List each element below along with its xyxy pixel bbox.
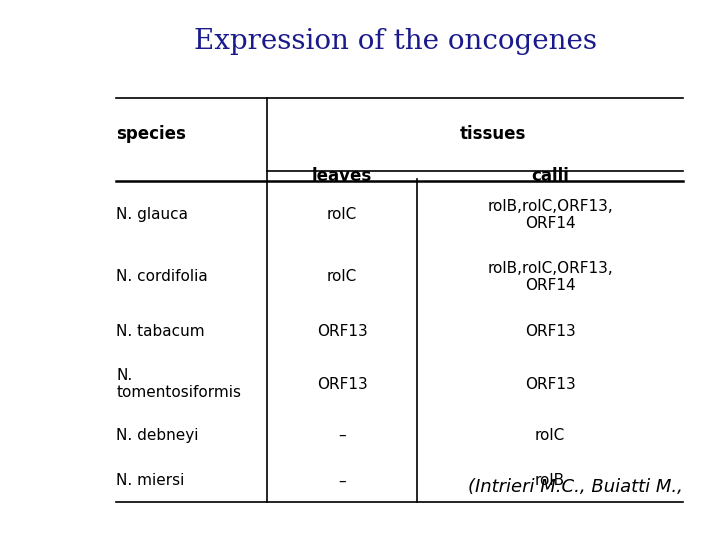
Text: ORF13: ORF13 (317, 325, 367, 339)
Text: rolB: rolB (535, 474, 565, 488)
Text: N. miersi: N. miersi (116, 474, 184, 488)
Text: N. debneyi: N. debneyi (116, 428, 199, 443)
Text: –: – (338, 474, 346, 488)
Text: ORF13: ORF13 (317, 377, 367, 392)
Text: –: – (338, 428, 346, 443)
Text: calli: calli (531, 167, 569, 185)
Text: (Intrieri M.C., Buiatti M.,: (Intrieri M.C., Buiatti M., (468, 478, 683, 496)
Text: N. glauca: N. glauca (116, 207, 188, 222)
Text: rolC: rolC (327, 269, 357, 284)
Text: Expression of the oncogenes: Expression of the oncogenes (194, 28, 598, 55)
Text: N. cordifolia: N. cordifolia (116, 269, 208, 284)
Text: species: species (116, 125, 186, 143)
Text: rolC: rolC (327, 207, 357, 222)
Text: ORF13: ORF13 (525, 325, 575, 339)
Text: N. tabacum: N. tabacum (116, 325, 204, 339)
Text: rolC: rolC (535, 428, 565, 443)
Text: leaves: leaves (312, 167, 372, 185)
Text: rolB,rolC,ORF13,
ORF14: rolB,rolC,ORF13, ORF14 (487, 199, 613, 231)
Text: rolB,rolC,ORF13,
ORF14: rolB,rolC,ORF13, ORF14 (487, 260, 613, 293)
Text: N.
tomentosiformis: N. tomentosiformis (116, 368, 241, 400)
Text: tissues: tissues (459, 125, 526, 143)
Text: ORF13: ORF13 (525, 377, 575, 392)
